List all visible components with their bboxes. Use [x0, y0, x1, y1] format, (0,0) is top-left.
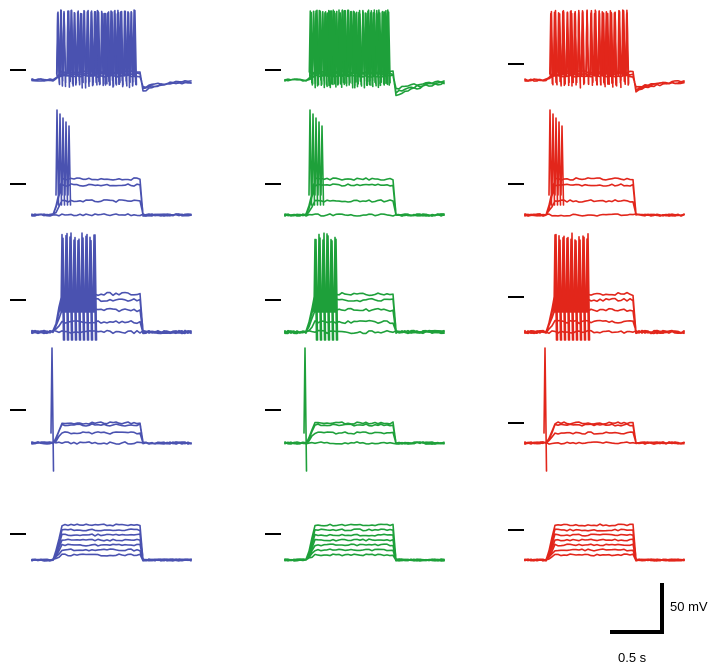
voltage-trace: [285, 110, 444, 216]
column-2: [265, 10, 444, 561]
trace-panel-single-spike-plateau: [10, 348, 191, 471]
voltage-scale-label: 50 mV: [670, 599, 708, 614]
column-1: [10, 10, 191, 561]
trace-panel-burst-plateau: [508, 110, 684, 216]
trace-panel-single-spike-plateau: [508, 348, 684, 471]
voltage-trace: [285, 233, 444, 340]
voltage-trace: [32, 348, 191, 471]
trace-panel-tonic-firing: [10, 10, 191, 91]
voltage-trace: [32, 233, 191, 340]
trace-panel-burst-plateau: [10, 110, 191, 216]
voltage-trace: [525, 348, 684, 471]
trace-panel-tonic-firing: [265, 10, 444, 96]
voltage-trace: [32, 10, 191, 91]
voltage-trace: [525, 110, 684, 216]
trace-panel-irregular-burst: [508, 233, 684, 340]
voltage-trace: [285, 348, 444, 471]
trace-panel-passive-steps: [508, 524, 684, 561]
trace-panel-irregular-burst: [10, 233, 191, 340]
trace-panel-irregular-burst: [265, 233, 444, 340]
trace-panel-burst-plateau: [265, 110, 444, 216]
trace-panel-tonic-firing: [508, 10, 684, 92]
trace-panel-single-spike-plateau: [265, 348, 444, 471]
scale-bar: 50 mV 0.5 s: [610, 583, 708, 665]
column-3: [508, 10, 684, 561]
voltage-trace: [525, 233, 684, 340]
trace-panel-passive-steps: [10, 524, 191, 561]
trace-grid: [10, 10, 684, 561]
time-scale-label: 0.5 s: [618, 650, 647, 665]
trace-panel-passive-steps: [265, 524, 444, 561]
